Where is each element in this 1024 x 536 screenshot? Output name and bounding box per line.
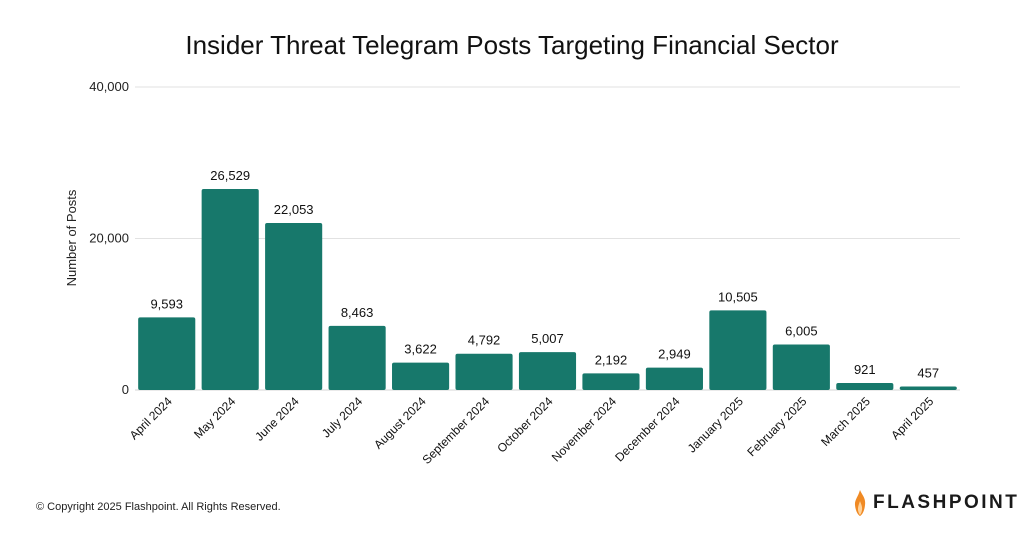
bar-october-2024 bbox=[518, 352, 577, 390]
brand-name: FLASHPOINT bbox=[873, 492, 1020, 513]
value-label: 22,053 bbox=[274, 202, 314, 217]
x-tick-label: March 2025 bbox=[818, 394, 873, 449]
value-label: 5,007 bbox=[531, 331, 564, 346]
chart-title: Insider Threat Telegram Posts Targeting … bbox=[185, 30, 839, 60]
value-label: 10,505 bbox=[718, 289, 758, 304]
y-tick-label: 20,000 bbox=[89, 231, 129, 246]
bar-february-2025 bbox=[772, 344, 830, 390]
x-axis-labels: April 2024 May 2024 June 2024 July 2024 Augu… bbox=[127, 394, 937, 467]
y-axis-label: Number of Posts bbox=[64, 189, 79, 286]
x-tick-label: June 2024 bbox=[252, 394, 302, 444]
x-tick-label: February 2025 bbox=[744, 394, 809, 459]
x-tick-label: April 2025 bbox=[888, 394, 936, 442]
bar-june-2024 bbox=[265, 222, 323, 390]
value-label: 2,949 bbox=[658, 347, 691, 362]
bar-september-2024 bbox=[455, 353, 513, 390]
copyright-notice: © Copyright 2025 Flashpoint. All Rights … bbox=[36, 501, 281, 513]
bar-november-2024 bbox=[582, 373, 640, 390]
x-tick-label: October 2024 bbox=[494, 394, 556, 456]
value-label: 6,005 bbox=[785, 324, 818, 339]
bar-july-2024 bbox=[328, 325, 386, 390]
bar-january-2025 bbox=[709, 310, 767, 390]
bar-april-2024 bbox=[138, 317, 196, 390]
bars bbox=[138, 189, 957, 390]
value-label: 8,463 bbox=[341, 305, 374, 320]
y-axis-ticks: 0 20,000 40,000 bbox=[89, 79, 129, 397]
flame-icon bbox=[854, 490, 866, 516]
brand-logo: FLASHPOINT bbox=[853, 489, 1019, 517]
value-label: 9,593 bbox=[150, 296, 183, 311]
x-tick-label: May 2024 bbox=[191, 394, 238, 441]
value-label: 457 bbox=[917, 366, 939, 381]
value-label: 26,529 bbox=[210, 168, 250, 183]
value-label: 3,622 bbox=[404, 342, 437, 357]
x-tick-label: September 2024 bbox=[420, 394, 493, 467]
bar-august-2024 bbox=[392, 362, 450, 390]
x-tick-label: April 2024 bbox=[127, 394, 175, 442]
x-tick-label: July 2024 bbox=[319, 394, 365, 440]
y-tick-label: 40,000 bbox=[89, 79, 129, 94]
bar-march-2025 bbox=[836, 383, 894, 390]
x-tick-label: November 2024 bbox=[549, 394, 620, 465]
bar-may-2024 bbox=[201, 189, 259, 390]
value-label: 2,192 bbox=[595, 352, 628, 367]
value-label: 4,792 bbox=[468, 333, 501, 348]
y-tick-label: 0 bbox=[122, 382, 129, 397]
x-tick-label: January 2025 bbox=[685, 394, 747, 456]
value-labels: 9,593 26,529 22,053 8,463 3,622 4,792 5,007 2,1… bbox=[150, 168, 939, 380]
x-tick-label: December 2024 bbox=[612, 394, 683, 465]
x-tick-label: August 2024 bbox=[371, 394, 429, 452]
bar-april-2025 bbox=[899, 386, 957, 390]
value-label: 921 bbox=[854, 362, 876, 377]
bar-december-2024 bbox=[645, 367, 703, 390]
